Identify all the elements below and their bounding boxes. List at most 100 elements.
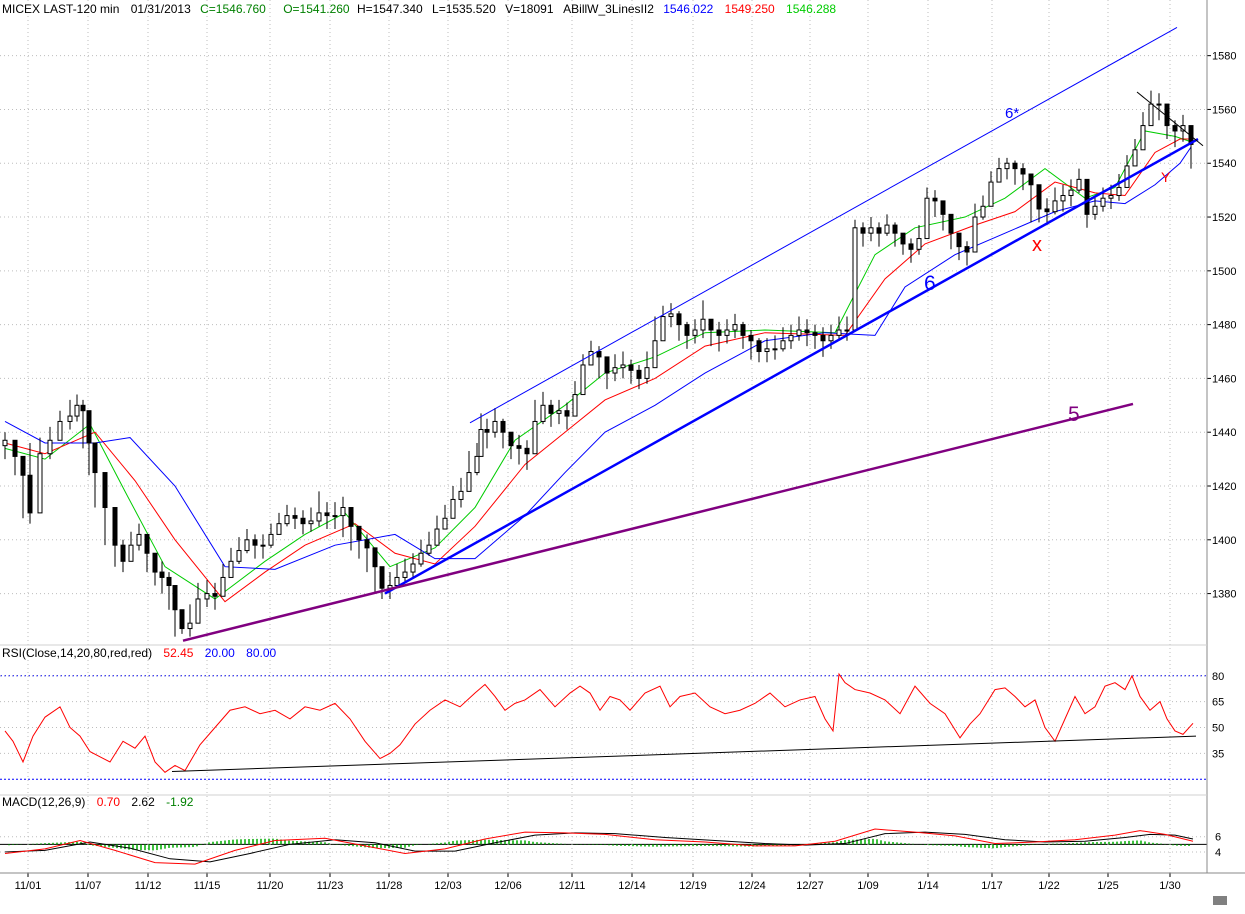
bar-body [1068, 189, 1074, 197]
price-y-tick-label: 1580 [1212, 51, 1236, 63]
bar-body [1132, 149, 1138, 167]
macd-header: MACD(12,26,9) 0.70 2.62 -1.92 [2, 795, 194, 809]
price-y-tick-label: 1460 [1212, 373, 1236, 385]
bar-body [588, 351, 594, 366]
bar-body [316, 512, 322, 522]
x-tick-label: 1/14 [917, 880, 938, 892]
bar-body [260, 544, 266, 547]
bar-body [1172, 125, 1178, 132]
x-tick-label: 11/01 [15, 880, 42, 892]
bar-body [394, 576, 400, 587]
signal-line [4, 831, 1194, 863]
bar-body [852, 227, 858, 331]
bar-body [836, 329, 842, 336]
trendlines [182, 26, 1204, 642]
bar-body [372, 547, 378, 568]
bar-body [572, 394, 578, 417]
header-symbol: MICEX LAST-120 min [2, 2, 119, 16]
bar-body [1156, 103, 1162, 106]
bar-body [348, 507, 354, 527]
price-grid [0, 55, 1211, 595]
bar-body [700, 318, 706, 331]
bar-body [548, 404, 554, 414]
x-tick-label: 12/24 [738, 880, 766, 892]
bar-body [179, 609, 185, 630]
bar-body [80, 404, 86, 412]
bar-body [868, 227, 874, 234]
bar-body [332, 515, 338, 518]
bar-body [1012, 162, 1018, 170]
bar-body [466, 472, 472, 492]
annotation-x: x [1032, 234, 1042, 256]
header-volume: V=18091 [505, 2, 554, 16]
bar-body [120, 544, 126, 562]
bar-body [652, 340, 658, 369]
bar-body [268, 533, 274, 546]
x-tick-label: 12/27 [796, 880, 824, 892]
price-y-tick-label: 1400 [1212, 535, 1236, 547]
macd-series [4, 828, 1194, 865]
macd-header-signal: 2.62 [131, 795, 155, 809]
bar-body [442, 517, 448, 530]
bar-body [716, 329, 722, 336]
bar-body [340, 507, 346, 517]
bar-body [364, 539, 370, 549]
header-low: L=1535.520 [432, 2, 496, 16]
price-y-tick-label: 1540 [1212, 158, 1236, 170]
bar-body [1084, 178, 1090, 215]
bar-body [67, 415, 73, 422]
trendline-5 [182, 402, 1134, 642]
bar-body [47, 439, 53, 455]
bar-body [74, 404, 80, 417]
x-tick-label: 12/11 [559, 880, 586, 892]
ma_mid-line [4, 138, 1191, 603]
bar-body [740, 324, 746, 336]
bar-body [484, 429, 490, 433]
rsi-y-tick-label: 35 [1212, 748, 1224, 760]
bar-body [628, 364, 634, 371]
bar-body [324, 512, 330, 517]
bar-body [252, 539, 258, 546]
header-line: MICEX LAST-120 min 01/31/2013 C=1546.760… [2, 2, 836, 16]
bar-body [112, 507, 118, 546]
bar-body [172, 585, 178, 611]
bar-body [220, 576, 226, 597]
bar-body [780, 340, 786, 350]
bar-body [152, 552, 158, 573]
rsi-y-tick-label: 80 [1212, 671, 1224, 683]
bar-body [756, 340, 762, 353]
bar-body [434, 528, 440, 546]
bar-body [27, 474, 33, 514]
bar-body [764, 348, 770, 353]
bar-body [500, 420, 506, 433]
bar-body [458, 490, 464, 500]
trendline-6star [469, 26, 1178, 424]
bar-body [988, 181, 994, 207]
macd-line [4, 828, 1194, 865]
x-tick-label: 11/23 [317, 880, 344, 892]
bar-body [300, 517, 306, 525]
bar-body [292, 515, 298, 519]
bar-body [604, 356, 610, 374]
bar-body [612, 367, 618, 374]
bar-body [884, 224, 890, 234]
rsi-header-high: 80.00 [246, 646, 276, 660]
rsi-y-tick-label: 65 [1212, 697, 1224, 709]
trendline-resistance [1136, 91, 1204, 147]
bar-body [732, 324, 738, 331]
bar-body [195, 598, 201, 624]
bar-body [1028, 173, 1034, 186]
bar-body [204, 593, 210, 600]
bar-body [900, 232, 906, 245]
bar-body [136, 533, 142, 546]
macd-header-hist: -1.92 [166, 795, 194, 809]
bar-body [284, 515, 290, 525]
bar-body [1036, 184, 1042, 210]
x-tick-label: 11/07 [75, 880, 102, 892]
bar-body [1052, 200, 1058, 213]
bar-body [692, 329, 698, 336]
bar-body [524, 447, 530, 455]
